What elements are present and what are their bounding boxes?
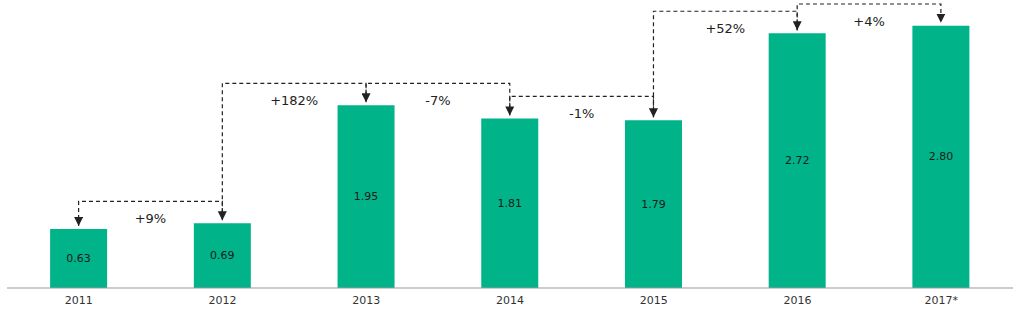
svg-text:+4%: +4%	[853, 14, 885, 29]
svg-text:+182%: +182%	[270, 93, 318, 108]
svg-text:2014: 2014	[496, 294, 524, 307]
svg-text:-7%: -7%	[425, 93, 450, 108]
svg-text:+52%: +52%	[705, 21, 745, 36]
svg-text:-1%: -1%	[569, 106, 594, 121]
svg-text:2017*: 2017*	[924, 294, 958, 307]
svg-text:+9%: +9%	[135, 211, 167, 226]
svg-text:2.72: 2.72	[785, 154, 810, 167]
svg-text:0.69: 0.69	[210, 249, 235, 262]
svg-text:1.95: 1.95	[354, 190, 379, 203]
svg-text:2015: 2015	[640, 294, 668, 307]
svg-text:2013: 2013	[352, 294, 380, 307]
svg-text:1.81: 1.81	[498, 197, 523, 210]
svg-text:2.80: 2.80	[929, 150, 954, 163]
svg-text:1.79: 1.79	[641, 198, 666, 211]
svg-text:2016: 2016	[783, 294, 811, 307]
svg-text:2012: 2012	[209, 294, 237, 307]
svg-text:0.63: 0.63	[66, 252, 91, 265]
svg-text:2011: 2011	[65, 294, 93, 307]
